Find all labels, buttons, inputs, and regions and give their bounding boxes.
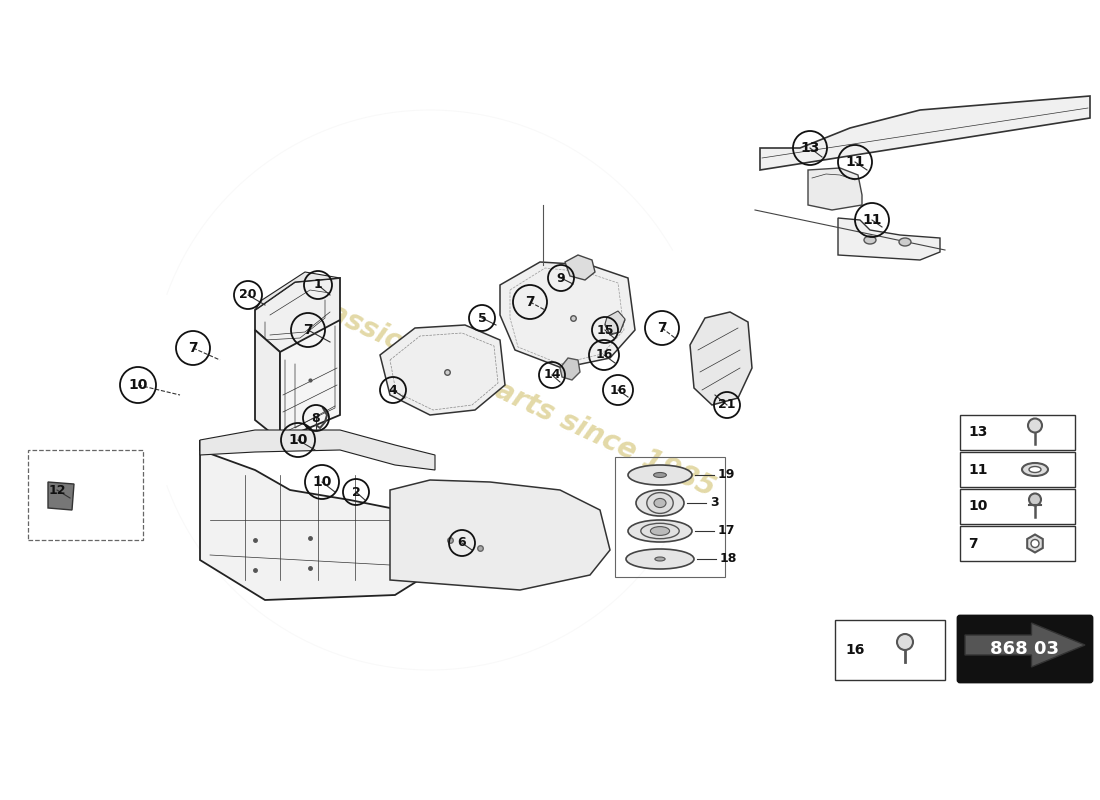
Text: 21: 21 (718, 398, 736, 411)
Text: 14: 14 (543, 369, 561, 382)
Ellipse shape (654, 498, 666, 507)
Text: 19: 19 (718, 469, 736, 482)
Polygon shape (255, 272, 340, 310)
Ellipse shape (647, 493, 673, 514)
FancyBboxPatch shape (960, 415, 1075, 450)
FancyBboxPatch shape (960, 526, 1075, 561)
Polygon shape (390, 480, 611, 590)
Text: 7: 7 (304, 323, 312, 337)
Polygon shape (560, 358, 580, 380)
Ellipse shape (650, 526, 670, 535)
Text: a passion for parts since 1985: a passion for parts since 1985 (280, 278, 719, 502)
Polygon shape (200, 430, 434, 470)
Ellipse shape (628, 465, 692, 485)
Ellipse shape (626, 549, 694, 569)
Polygon shape (280, 320, 340, 440)
Ellipse shape (1028, 466, 1041, 473)
Polygon shape (690, 312, 752, 405)
FancyBboxPatch shape (835, 620, 945, 680)
Polygon shape (379, 325, 505, 415)
Text: 16: 16 (595, 349, 613, 362)
Text: 13: 13 (801, 141, 820, 155)
FancyBboxPatch shape (958, 616, 1092, 682)
Circle shape (1028, 418, 1042, 433)
Text: 11: 11 (845, 155, 865, 169)
Polygon shape (965, 623, 1085, 667)
Ellipse shape (641, 523, 679, 538)
Text: 7: 7 (968, 537, 978, 550)
Text: 868 03: 868 03 (990, 640, 1059, 658)
FancyBboxPatch shape (960, 452, 1075, 487)
Text: 8: 8 (311, 411, 320, 425)
Polygon shape (605, 311, 625, 334)
Polygon shape (500, 262, 635, 368)
Circle shape (1031, 539, 1040, 547)
Text: 1: 1 (314, 278, 322, 291)
Text: 18: 18 (720, 553, 737, 566)
Text: 11: 11 (968, 462, 988, 477)
Polygon shape (808, 168, 862, 210)
Text: 7: 7 (188, 341, 198, 355)
Text: 11: 11 (862, 213, 882, 227)
Ellipse shape (628, 520, 692, 542)
Text: 6: 6 (458, 537, 466, 550)
Text: 4: 4 (388, 383, 397, 397)
Ellipse shape (654, 557, 666, 561)
Polygon shape (200, 440, 434, 600)
Polygon shape (838, 218, 940, 260)
Ellipse shape (864, 236, 876, 244)
Circle shape (896, 634, 913, 650)
Text: 10: 10 (129, 378, 147, 392)
FancyBboxPatch shape (960, 489, 1075, 524)
Polygon shape (1027, 534, 1043, 553)
Text: 20: 20 (240, 289, 256, 302)
Text: 10: 10 (312, 475, 332, 489)
Text: 12: 12 (48, 483, 66, 497)
Circle shape (1028, 494, 1041, 506)
Ellipse shape (899, 238, 911, 246)
Text: 7: 7 (525, 295, 535, 309)
Text: 13: 13 (968, 426, 988, 439)
Polygon shape (255, 278, 340, 352)
Text: 3: 3 (710, 497, 718, 510)
Ellipse shape (653, 473, 667, 478)
Text: 16: 16 (845, 643, 865, 657)
Polygon shape (760, 96, 1090, 170)
Polygon shape (255, 330, 280, 440)
Text: 10: 10 (288, 433, 308, 447)
Polygon shape (565, 255, 595, 280)
Text: 7: 7 (657, 321, 667, 335)
Text: 15: 15 (596, 323, 614, 337)
Text: 2: 2 (352, 486, 361, 498)
Polygon shape (48, 482, 74, 510)
Text: 16: 16 (609, 383, 627, 397)
Text: 9: 9 (557, 271, 565, 285)
Text: 17: 17 (718, 525, 736, 538)
Text: 10: 10 (968, 499, 988, 514)
Ellipse shape (636, 490, 684, 516)
Text: 5: 5 (477, 311, 486, 325)
Ellipse shape (1022, 463, 1048, 476)
